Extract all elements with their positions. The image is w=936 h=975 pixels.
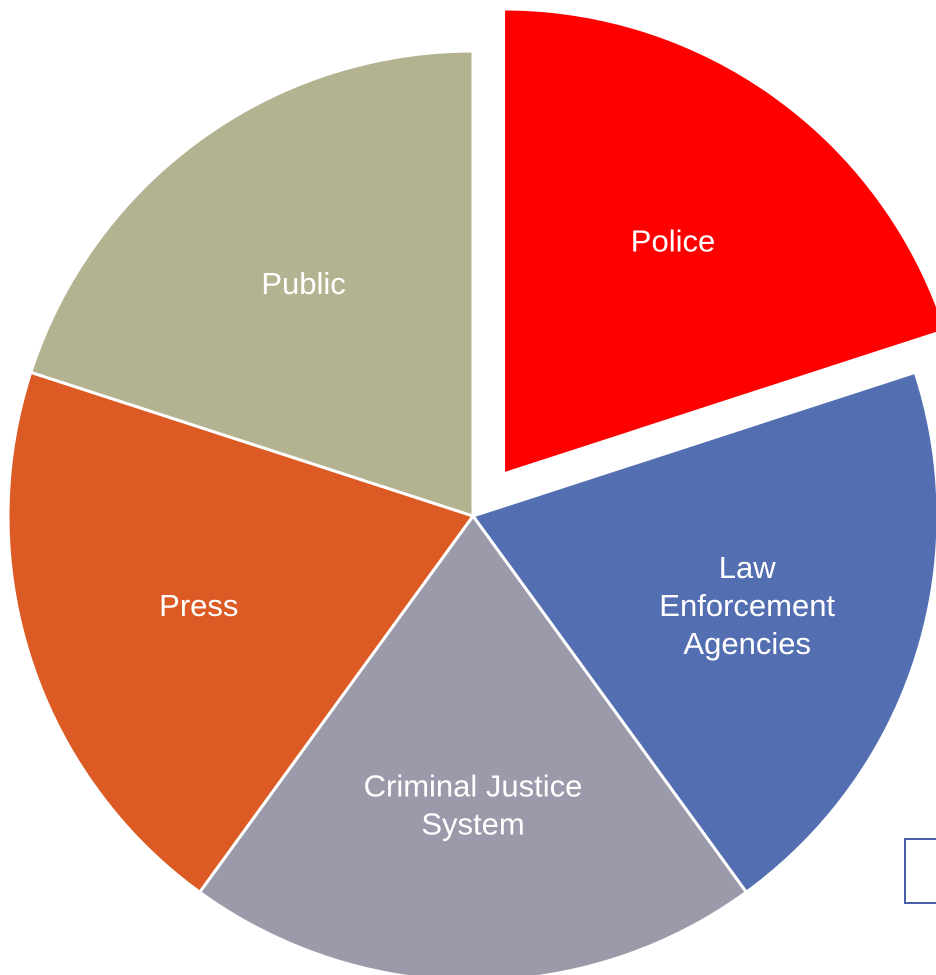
slice-label-criminal-justice: Criminal Justice System — [364, 768, 583, 841]
slice-label-public: Public — [261, 266, 345, 301]
pie-slice-press[interactable] — [6, 370, 475, 894]
pie-slice-police[interactable] — [502, 7, 936, 476]
slice-label-line: Enforcement — [659, 588, 835, 623]
slice-label-line: Agencies — [683, 626, 811, 661]
slice-label-police: Police — [631, 224, 715, 259]
slice-label-law: Law Enforcement Agencies — [659, 550, 835, 661]
text-box-placeholder[interactable] — [904, 838, 936, 904]
pie-labels: Police Law Enforcement Agencies Criminal Jus… — [159, 224, 835, 842]
slice-label-line: Law — [719, 550, 776, 585]
pie-slices — [6, 7, 936, 975]
slice-label-line: Police — [631, 224, 715, 259]
slice-label-line: System — [421, 806, 524, 841]
pie-slice-public[interactable] — [29, 49, 475, 518]
slice-label-line: Criminal Justice — [364, 768, 583, 803]
pie-slice-law[interactable] — [471, 370, 936, 894]
slice-label-line: Public — [261, 266, 345, 301]
pie-slice-criminal-justice[interactable] — [198, 514, 748, 975]
slice-label-press: Press — [159, 588, 238, 623]
slice-label-line: Press — [159, 588, 238, 623]
